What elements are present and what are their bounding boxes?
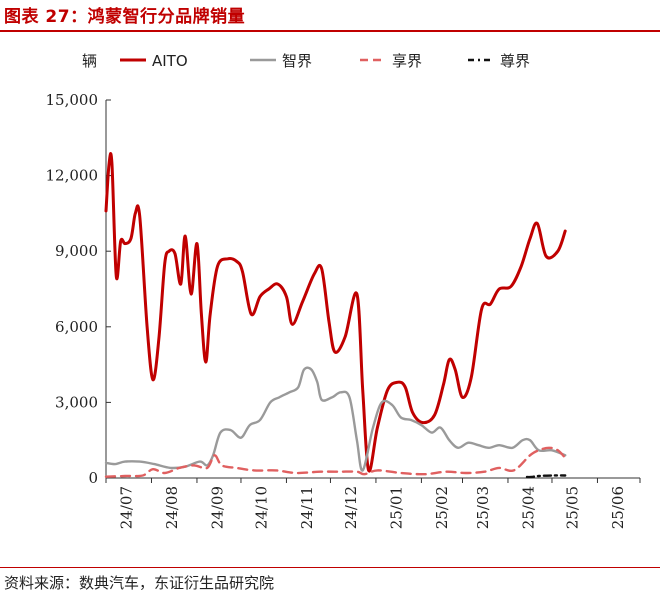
x-tick-label: 24/09 [208,486,226,529]
series-line-尊界 [525,474,567,479]
source-rule [0,567,660,568]
y-tick-label: 6,000 [55,318,98,336]
legend-label: AITO [152,52,188,70]
x-tick-label: 25/05 [564,486,582,529]
source-note: 资料来源：数典汽车，东证衍生品研究院 [4,574,275,592]
chart-legend: AITO 智界 享界 尊界 [120,52,530,70]
y-tick-label: 12,000 [46,167,99,185]
unit-label: 辆 [82,52,97,70]
x-tick-label: 25/02 [433,486,451,529]
series-line-享界 [104,446,567,478]
series-line-AITO [104,152,567,473]
legend-label: 尊界 [500,52,530,70]
legend-label: 享界 [392,52,422,70]
y-tick-label: 3,000 [55,393,98,411]
title-rule [0,30,660,32]
chart-series [104,152,567,479]
figure-title: 图表 27：鸿蒙智行分品牌销量 [4,7,246,27]
x-tick-label: 24/12 [342,486,360,529]
x-tick-label: 25/03 [474,486,492,529]
x-tick-label: 25/06 [609,486,627,529]
x-tick-label: 24/07 [118,486,136,529]
series-line-智界 [104,366,567,472]
y-tick-label: 9,000 [55,242,98,260]
legend-label: 智界 [282,52,312,70]
chart-axes: 0 3,000 6,000 9,000 12,000 15,000 24/07 24/08 24… [46,91,641,529]
y-tick-label: 15,000 [46,91,99,109]
y-tick-label: 0 [88,469,98,487]
x-tick-label: 24/10 [253,486,271,529]
x-tick-label: 25/01 [387,486,405,529]
x-tick-label: 25/04 [520,486,538,529]
x-tick-label: 24/11 [298,486,316,529]
x-tick-label: 24/08 [163,486,181,529]
